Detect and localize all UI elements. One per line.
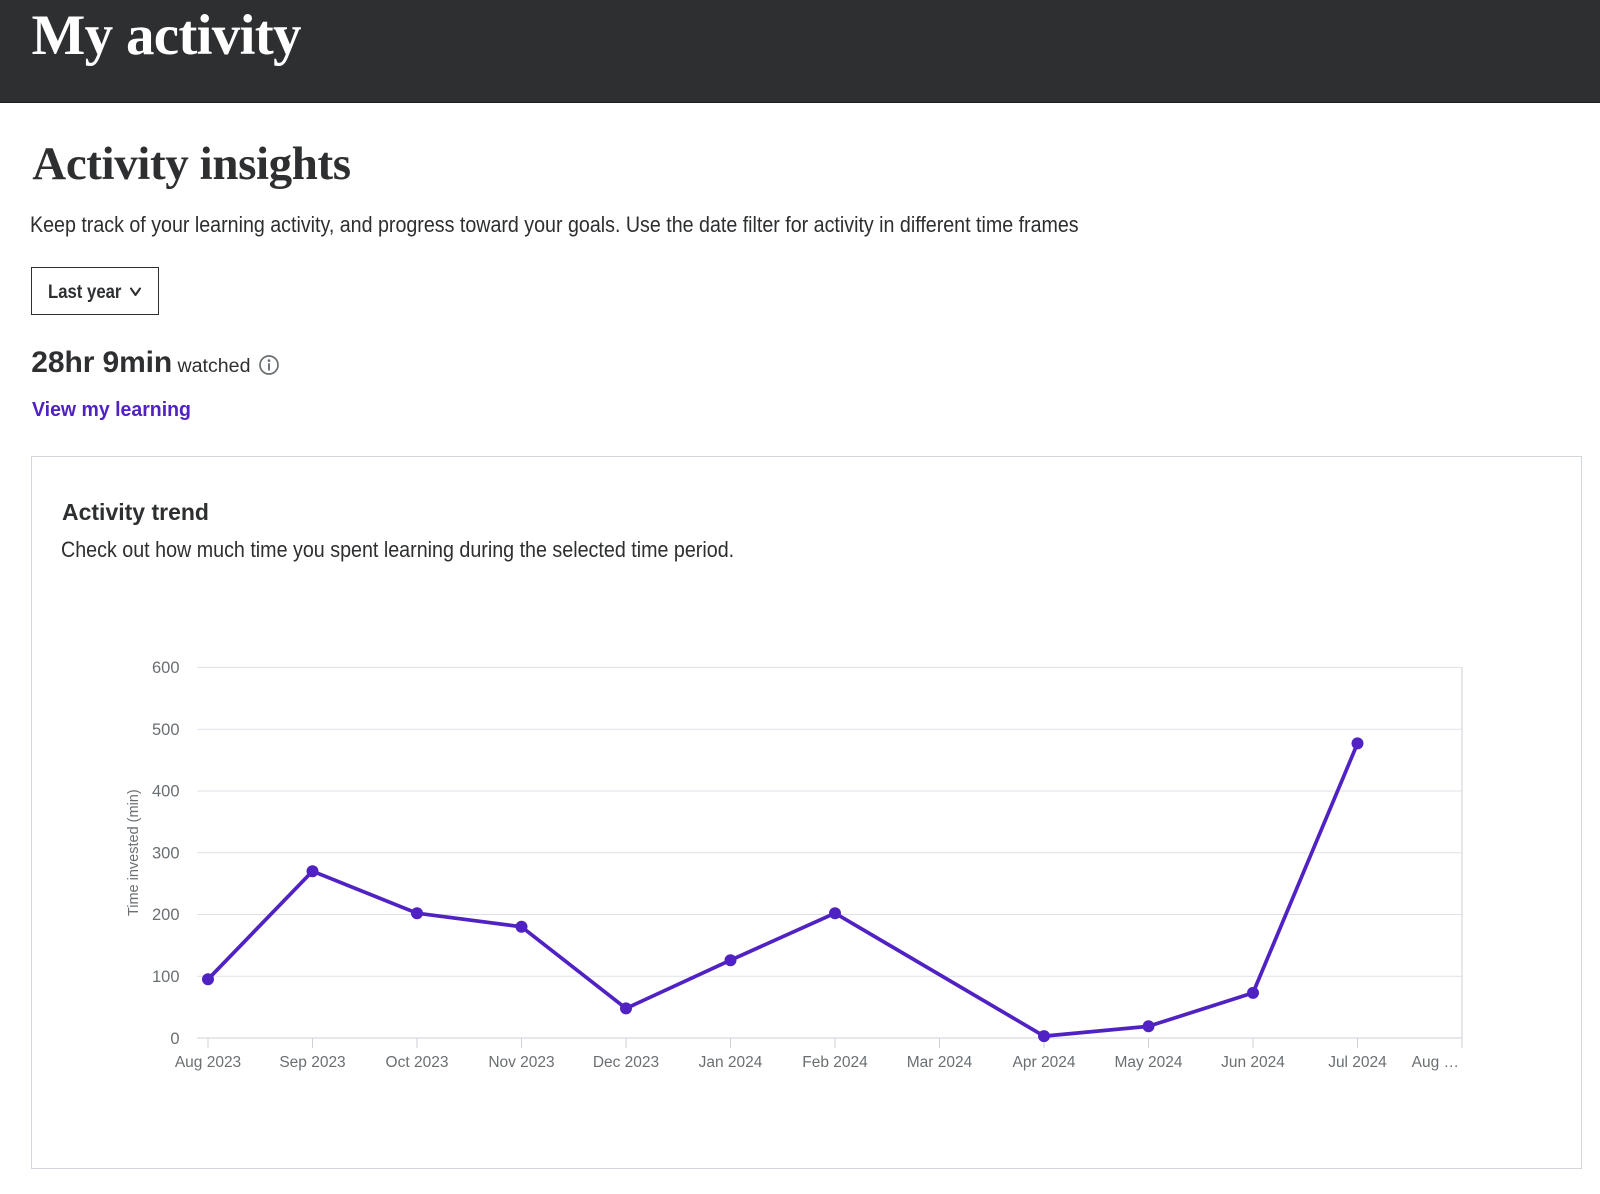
svg-text:May 2024: May 2024 — [1114, 1054, 1182, 1071]
svg-text:Feb 2024: Feb 2024 — [802, 1054, 868, 1071]
svg-text:600: 600 — [152, 659, 180, 677]
svg-text:100: 100 — [152, 968, 180, 986]
svg-text:Aug …: Aug … — [1412, 1054, 1459, 1071]
svg-text:300: 300 — [152, 844, 180, 862]
svg-text:Mar 2024: Mar 2024 — [907, 1054, 973, 1071]
svg-text:Time invested (min): Time invested (min) — [126, 789, 142, 916]
svg-text:400: 400 — [152, 783, 180, 801]
svg-text:Oct 2023: Oct 2023 — [386, 1054, 449, 1071]
svg-text:Nov 2023: Nov 2023 — [488, 1054, 554, 1071]
svg-text:Jun 2024: Jun 2024 — [1221, 1054, 1285, 1071]
svg-text:Jan 2024: Jan 2024 — [699, 1054, 763, 1071]
svg-text:Dec 2023: Dec 2023 — [593, 1054, 659, 1071]
svg-text:Jul 2024: Jul 2024 — [1328, 1054, 1387, 1071]
svg-text:500: 500 — [152, 721, 180, 739]
svg-text:Sep 2023: Sep 2023 — [279, 1054, 345, 1071]
svg-text:Apr 2024: Apr 2024 — [1013, 1054, 1076, 1071]
svg-text:200: 200 — [152, 906, 180, 924]
svg-text:0: 0 — [170, 1030, 179, 1048]
svg-text:Aug 2023: Aug 2023 — [175, 1054, 241, 1071]
